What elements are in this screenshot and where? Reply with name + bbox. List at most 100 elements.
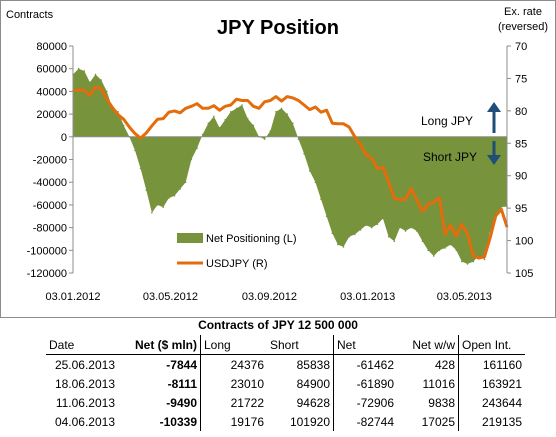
x-tick-label: 03.01.2013 — [340, 291, 395, 303]
usdjpy-point — [145, 132, 148, 134]
net-positioning-point — [156, 204, 159, 206]
usdjpy-point — [201, 107, 204, 110]
col-open-int-header: Open Int. — [458, 335, 525, 355]
cell-date: 25.06.2013 — [54, 357, 115, 372]
usdjpy-point — [461, 223, 463, 226]
net-positioning-point — [139, 167, 142, 170]
usdjpy-point — [449, 224, 452, 226]
col-short-header: Short — [267, 335, 334, 355]
usdjpy-point — [365, 154, 367, 156]
right-tick-label: 100 — [515, 236, 533, 248]
usdjpy-point — [269, 99, 272, 102]
usdjpy-point — [139, 137, 142, 139]
table-row: 25.06.2013 -7844 24376 85838 -61462 428 161160 — [46, 354, 525, 374]
net-positioning-point — [455, 249, 458, 252]
net-positioning-point — [162, 206, 164, 208]
right-tick-label: 105 — [515, 268, 533, 280]
usdjpy-point — [94, 86, 97, 88]
net-positioning-point — [89, 81, 91, 84]
net-positioning-point — [432, 255, 435, 257]
usdjpy-point — [184, 107, 187, 110]
usdjpy-point — [156, 118, 159, 121]
net-positioning-point — [331, 232, 334, 235]
net-positioning-point — [393, 240, 396, 242]
usdjpy-point — [83, 89, 86, 91]
net-positioning-point — [308, 170, 311, 172]
right-axis: 70 75 80 85 90 95 100 105 — [506, 41, 533, 280]
table-caption: Contracts of JPY 12 500 000 — [198, 318, 358, 332]
net-positioning-point — [427, 249, 429, 252]
right-tick-label: 90 — [515, 171, 527, 183]
net-positioning-point — [286, 113, 289, 115]
cell-open-int: 163921 — [458, 374, 525, 393]
long-jpy-label: Long JPY — [421, 114, 473, 128]
net-positioning-point — [77, 67, 80, 70]
usdjpy-point — [213, 104, 215, 107]
usdjpy-point — [432, 201, 435, 204]
cell-short: 94628 — [296, 395, 330, 410]
cell-date: 18.06.2013 — [54, 376, 115, 391]
legend-net-positioning-label: Net Positioning (L) — [206, 233, 297, 245]
cell-net: -72906 — [333, 393, 397, 412]
cell-net-ww: 428 — [434, 357, 455, 372]
left-tick-label: -60000 — [33, 200, 67, 212]
right-tick-label: 95 — [515, 203, 527, 215]
usdjpy-point — [111, 106, 114, 109]
usdjpy-point — [151, 125, 153, 127]
left-tick-label: -40000 — [33, 177, 67, 189]
usdjpy-point — [162, 117, 164, 120]
usdjpy-point — [275, 95, 277, 98]
net-positioning-point — [151, 212, 153, 214]
short-jpy-label: Short JPY — [423, 150, 477, 164]
legend-usdjpy-label: USDJPY (R) — [206, 258, 268, 270]
usdjpy-point — [128, 126, 131, 128]
net-positioning-point — [196, 147, 198, 149]
usdjpy-point — [455, 235, 458, 237]
cell-date: 04.06.2013 — [54, 414, 115, 429]
cell-net-mln: -10339 — [159, 414, 197, 429]
net-positioning-point — [376, 223, 379, 225]
net-positioning-point — [444, 247, 446, 249]
usdjpy-point — [308, 108, 311, 111]
net-positioning-point — [292, 122, 294, 124]
net-positioning-point — [224, 119, 226, 121]
usdjpy-point — [117, 113, 119, 116]
usdjpy-point — [494, 215, 497, 217]
left-tick-label: 80000 — [36, 41, 67, 53]
usdjpy-point — [427, 203, 429, 206]
x-tick-label: 03.09.2012 — [242, 291, 297, 303]
usdjpy-point — [258, 107, 260, 110]
usdjpy-point — [207, 107, 210, 110]
net-positioning-point — [416, 230, 418, 232]
usdjpy-point — [303, 104, 305, 106]
right-axis-label-line2: (reversed) — [498, 21, 548, 33]
net-positioning-point — [342, 246, 345, 248]
net-positioning-point — [472, 260, 475, 263]
net-positioning-point — [354, 233, 356, 236]
col-long-header: Long — [200, 335, 267, 355]
cell-date: 11.06.2013 — [55, 395, 115, 410]
net-positioning-point — [461, 260, 463, 263]
net-positioning-point — [184, 181, 187, 183]
net-positioning-point — [365, 224, 367, 227]
usdjpy-point — [472, 254, 475, 257]
net-positioning-point — [168, 197, 170, 199]
usdjpy-point — [348, 126, 351, 128]
usdjpy-point — [376, 167, 379, 170]
usdjpy-point — [421, 210, 424, 213]
left-tick-label: -20000 — [33, 155, 67, 167]
usdjpy-point — [483, 256, 486, 258]
cell-open-int: 161160 — [458, 354, 525, 374]
net-positioning-point — [235, 107, 238, 110]
net-positioning-point — [325, 215, 328, 218]
cell-net: -61462 — [333, 354, 397, 374]
net-positioning-area — [73, 68, 507, 264]
left-tick-label: 60000 — [36, 64, 67, 76]
usdjpy-point — [320, 111, 322, 113]
usdjpy-point — [179, 112, 181, 114]
right-tick-label: 85 — [515, 138, 527, 150]
usdjpy-point — [444, 233, 446, 235]
cell-short: 85838 — [296, 357, 330, 372]
x-tick-label: 03.05.2013 — [437, 291, 492, 303]
net-positioning-point — [173, 195, 176, 197]
